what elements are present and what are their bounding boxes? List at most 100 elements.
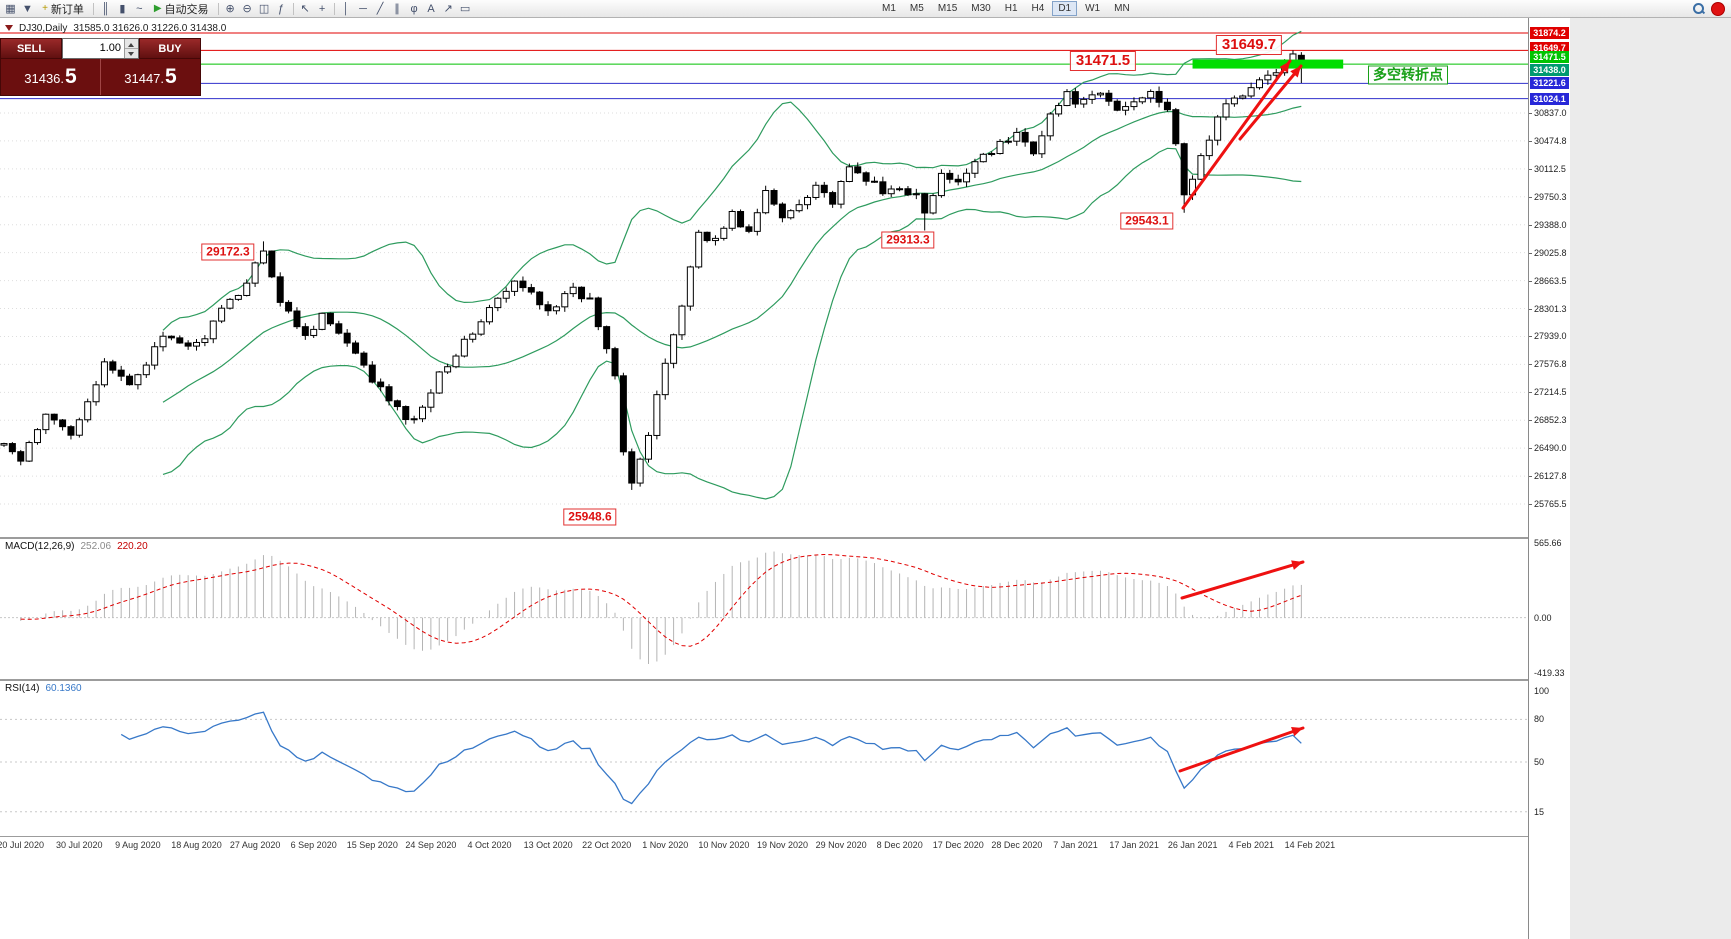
note-label[interactable]: 多空转折点 <box>1368 65 1448 85</box>
date-label: 10 Nov 2020 <box>698 840 750 850</box>
price-tick-mark <box>1529 392 1532 394</box>
date-label: 9 Aug 2020 <box>115 840 161 850</box>
one-click-trading-panel: SELL 1.00 BUY 31436. 5 31447. 5 <box>0 38 201 96</box>
price-tick-label: 29388.0 <box>1534 219 1567 230</box>
date-label: 19 Nov 2020 <box>756 840 809 850</box>
price-annotation[interactable]: 29172.3 <box>201 243 255 261</box>
vertical-line-icon[interactable]: │ <box>342 2 350 15</box>
date-label: 13 Oct 2020 <box>523 840 573 850</box>
price-tick-mark <box>1529 168 1532 170</box>
chart-header: DJ30,Daily 31585.0 31626.0 31226.0 31438… <box>5 21 226 35</box>
chart-profiles-icon[interactable]: ▼ <box>22 2 33 15</box>
bar-chart-icon[interactable]: ║ <box>101 2 110 15</box>
price-divider <box>100 59 101 95</box>
date-label: 18 Aug 2020 <box>171 840 222 850</box>
date-label: 6 Sep 2020 <box>290 840 337 850</box>
timeframe-button-M30[interactable]: M30 <box>971 3 991 14</box>
trendline-icon[interactable]: ╱ <box>376 2 384 15</box>
price-tick-label: 26490.0 <box>1534 443 1567 454</box>
price-tick-label: 27576.8 <box>1534 359 1567 370</box>
search-icon[interactable] <box>1693 3 1705 15</box>
rsi-name: RSI(14) <box>5 683 40 694</box>
buy-button[interactable]: BUY <box>139 38 201 59</box>
sell-button[interactable]: SELL <box>0 38 62 59</box>
date-label: 17 Jan 2021 <box>1109 840 1159 850</box>
price-tick-label: 25765.5 <box>1534 499 1567 510</box>
macd-scale-label: -419.33 <box>1534 668 1565 678</box>
timeframe-button-W1[interactable]: W1 <box>1085 3 1101 14</box>
date-label: 26 Jan 2021 <box>1167 840 1218 850</box>
price-tick-label: 28301.3 <box>1534 303 1567 314</box>
price-tag-31874.2[interactable]: 31874.2 <box>1530 27 1569 40</box>
price-tick-mark <box>1529 504 1532 506</box>
price-tag-31438.0[interactable]: 31438.0 <box>1530 63 1569 76</box>
right-dock-panel <box>1569 17 1731 939</box>
rsi-scale-label: 80 <box>1534 714 1545 725</box>
price-annotation[interactable]: 31471.5 <box>1069 51 1137 71</box>
new-order-button[interactable]: + 新订单 <box>36 1 90 17</box>
zoom-out-icon[interactable]: ⊖ <box>242 2 252 15</box>
macd-scale-label: 565.66 <box>1534 538 1562 548</box>
panel-separator[interactable] <box>0 679 1568 681</box>
price-axis[interactable]: 30837.0 30474.8 30112.5 29750.3 29388.0 29025… <box>1528 17 1570 939</box>
rsi-scale-label: 50 <box>1534 757 1545 767</box>
toolbar-separator <box>92 2 94 15</box>
auto-trading-button[interactable]: ▶ 自动交易 <box>148 1 215 17</box>
cursor-icon[interactable]: ↖ <box>300 2 310 15</box>
macd-panel-canvas[interactable] <box>0 539 1528 679</box>
tile-windows-icon[interactable]: ◫ <box>258 2 270 15</box>
crosshair-icon[interactable]: + <box>318 2 326 15</box>
date-label: 22 Oct 2020 <box>582 840 632 850</box>
price-annotation[interactable]: 29543.1 <box>1120 212 1174 230</box>
date-label: 14 Feb 2021 <box>1284 840 1336 850</box>
spinner-down-icon[interactable] <box>125 49 138 58</box>
sell-price[interactable]: 31436. 5 <box>1 59 100 95</box>
price-chart-canvas[interactable] <box>0 17 1528 538</box>
volume-spinner[interactable] <box>124 39 138 58</box>
price-annotation[interactable]: 25948.6 <box>563 508 617 526</box>
price-tag-31471.5[interactable]: 31471.5 <box>1530 51 1569 64</box>
date-label: 17 Dec 2020 <box>932 840 984 850</box>
timeframe-button-H4[interactable]: H4 <box>1031 3 1045 14</box>
rsi-panel-canvas[interactable] <box>0 681 1528 836</box>
timeframe-button-M5[interactable]: M5 <box>909 3 924 14</box>
horizontal-line-icon[interactable]: ─ <box>359 2 367 15</box>
date-label: 4 Feb 2021 <box>1228 840 1275 850</box>
rsi-scale-label: 100 <box>1534 686 1550 696</box>
panel-separator[interactable] <box>0 537 1568 539</box>
price-annotation[interactable]: 31649.7 <box>1215 35 1283 55</box>
date-label: 8 Dec 2020 <box>876 840 923 850</box>
volume-input[interactable]: 1.00 <box>62 38 139 59</box>
price-tick-mark <box>1529 448 1532 450</box>
trade-panel-toggle-icon[interactable] <box>5 25 13 35</box>
candlestick-chart-icon[interactable]: ▮ <box>119 2 126 15</box>
shapes-icon[interactable]: ▭ <box>459 2 471 15</box>
timeframe-button-MN[interactable]: MN <box>1114 3 1130 14</box>
line-chart-icon[interactable]: ~ <box>136 2 143 15</box>
price-tag-31221.6[interactable]: 31221.6 <box>1530 77 1569 90</box>
text-label-icon[interactable]: A <box>427 2 435 15</box>
trade-panel-top-row: SELL 1.00 BUY <box>0 38 201 59</box>
notification-badge[interactable] <box>1711 2 1725 16</box>
timeframe-button-M15[interactable]: M15 <box>937 3 958 14</box>
buy-price-value: 31447. <box>124 71 165 86</box>
timeframe-button-D1[interactable]: D1 <box>1052 1 1078 16</box>
indicators-icon[interactable]: ƒ <box>277 2 285 15</box>
price-tick-mark <box>1529 112 1532 114</box>
spinner-up-icon[interactable] <box>125 39 138 49</box>
volume-value: 1.00 <box>99 42 121 54</box>
new-chart-icon[interactable]: ▦ <box>5 2 16 15</box>
buy-price[interactable]: 31447. 5 <box>101 59 200 95</box>
zoom-in-icon[interactable]: ⊕ <box>225 2 235 15</box>
channel-icon[interactable]: ∥ <box>394 2 400 15</box>
time-axis[interactable]: 20 Jul 2020 30 Jul 2020 9 Aug 2020 18 Aug 2… <box>0 837 1528 856</box>
price-annotation[interactable]: 29313.3 <box>881 231 935 249</box>
price-tag-31024.1[interactable]: 31024.1 <box>1530 92 1569 105</box>
price-tick-mark <box>1529 140 1532 142</box>
timeframe-button-H1[interactable]: H1 <box>1004 3 1018 14</box>
arrows-tool-icon[interactable]: ↗ <box>443 2 453 15</box>
price-tick-mark <box>1529 336 1532 338</box>
rsi-value: 60.1360 <box>45 683 82 694</box>
timeframe-button-M1[interactable]: M1 <box>882 3 896 14</box>
fibonacci-icon[interactable]: φ <box>410 2 418 15</box>
